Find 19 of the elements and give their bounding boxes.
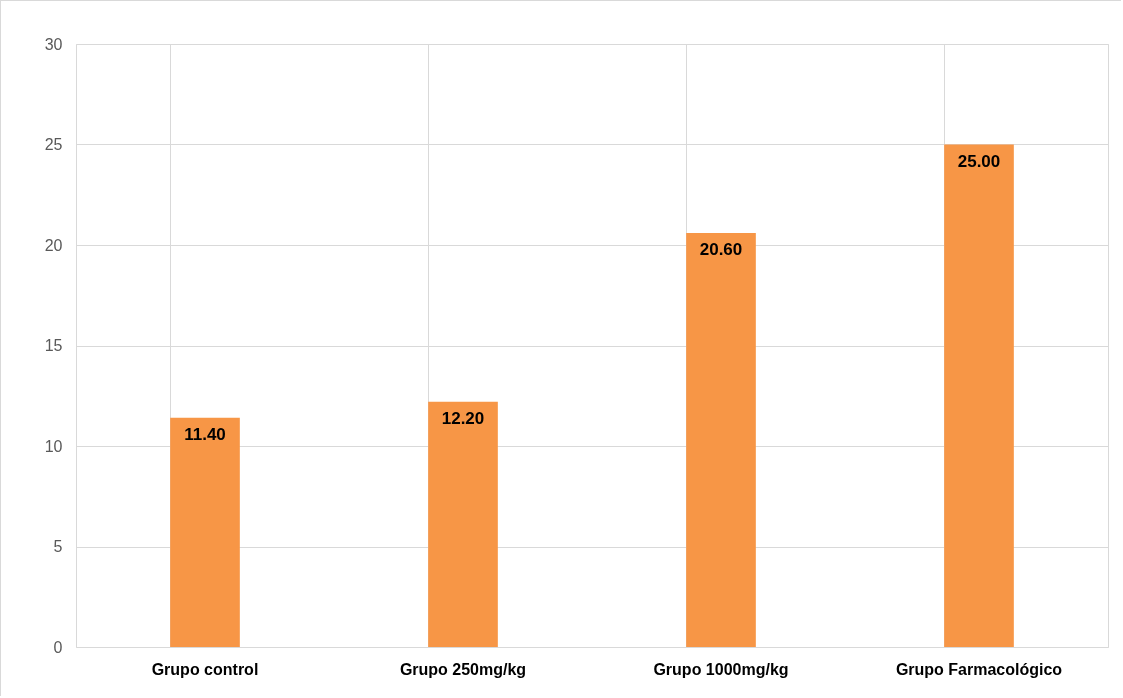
data-label: 12.20 (441, 408, 485, 428)
y-tick-label: 30 (44, 35, 63, 53)
data-label: 25.00 (957, 151, 1001, 171)
bar (944, 144, 1014, 647)
x-tick-label: Grupo 1000mg/kg (653, 660, 789, 678)
y-tick-label: 5 (53, 538, 63, 555)
y-tick-label: 10 (44, 437, 63, 455)
data-label: 20.60 (699, 239, 743, 259)
y-tick-label: 25 (44, 136, 63, 153)
y-tick-label: 15 (44, 337, 63, 354)
bar (170, 417, 240, 647)
bar (686, 232, 756, 647)
data-label: 11.40 (184, 424, 226, 444)
y-tick-label: 20 (44, 236, 63, 254)
x-tick-label: Grupo Farmacológico (895, 660, 1063, 678)
y-tick-label: 0 (53, 638, 63, 656)
x-tick-label: Grupo 250mg/kg (399, 660, 527, 678)
x-tick-label: Grupo control (151, 660, 259, 678)
bar (428, 401, 498, 647)
